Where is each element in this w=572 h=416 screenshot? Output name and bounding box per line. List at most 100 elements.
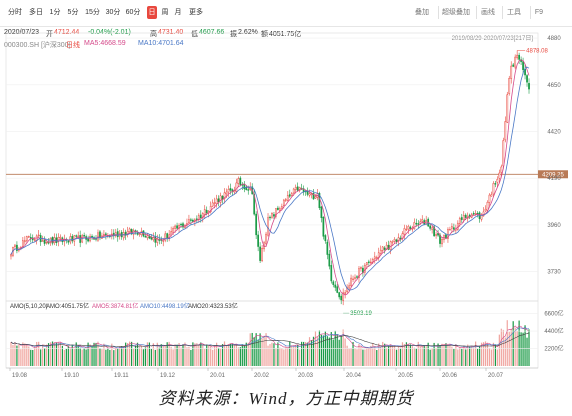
down-candle bbox=[518, 54, 520, 60]
up-candle bbox=[294, 187, 297, 190]
tab-7[interactable]: 60分 bbox=[125, 9, 141, 16]
up-candle bbox=[164, 233, 167, 241]
down-candle bbox=[288, 194, 291, 197]
volume-bar bbox=[425, 346, 427, 366]
volume-bar bbox=[95, 342, 97, 366]
down-candle bbox=[192, 219, 194, 222]
volume-bar bbox=[399, 348, 402, 366]
volume-bar bbox=[97, 341, 99, 366]
moving-averages bbox=[10, 59, 530, 296]
tab-11[interactable]: 更多 bbox=[189, 9, 203, 16]
volume-bar bbox=[186, 347, 188, 366]
volume-bar bbox=[526, 337, 528, 366]
down-candle bbox=[522, 61, 524, 71]
volume-bar bbox=[320, 334, 323, 366]
volume-tick-label: 6600亿 bbox=[544, 310, 563, 318]
up-candle bbox=[138, 233, 141, 235]
tab-1[interactable]: 分时 bbox=[8, 9, 22, 16]
up-candle bbox=[223, 192, 226, 200]
volume-bar bbox=[237, 347, 239, 366]
volume-bar bbox=[26, 344, 28, 366]
date-tick-label: 19.11 bbox=[114, 373, 129, 379]
up-candle bbox=[342, 292, 345, 301]
volume-bar bbox=[253, 337, 255, 366]
down-candle bbox=[306, 191, 309, 195]
date-tick-label: 20.06 bbox=[442, 373, 458, 379]
volume-tick-label: 2200亿 bbox=[544, 345, 563, 353]
tab-5[interactable]: 15分 bbox=[85, 9, 100, 16]
volume-bar bbox=[136, 342, 139, 366]
up-candle bbox=[352, 278, 354, 280]
up-candle bbox=[25, 236, 28, 241]
tool-1[interactable]: 叠加 bbox=[415, 9, 429, 16]
date-tick-label: 20.07 bbox=[488, 373, 504, 379]
tab-9[interactable]: 周 bbox=[161, 9, 169, 16]
volume-bar bbox=[134, 345, 137, 366]
down-candle bbox=[269, 216, 271, 219]
volume-bar bbox=[415, 348, 417, 366]
volume-bar bbox=[214, 345, 216, 366]
up-candle bbox=[279, 208, 281, 211]
up-candle bbox=[354, 277, 356, 279]
tool-5[interactable]: F9 bbox=[530, 6, 547, 19]
volume-bar bbox=[241, 344, 243, 366]
down-candle bbox=[328, 253, 331, 267]
price-tick-label: 4880 bbox=[547, 36, 561, 42]
down-candle bbox=[16, 244, 18, 251]
down-candle bbox=[217, 198, 220, 202]
volume-bar bbox=[105, 349, 107, 366]
up-candle bbox=[37, 234, 40, 237]
volume-bar bbox=[482, 342, 485, 366]
volume-bar bbox=[192, 342, 194, 366]
tab-6[interactable]: 30分 bbox=[105, 9, 121, 16]
tab-4[interactable]: 5分 bbox=[67, 9, 79, 16]
up-candle bbox=[492, 183, 495, 195]
volume-bar bbox=[439, 345, 441, 366]
down-candle bbox=[182, 223, 184, 228]
tab-3[interactable]: 1分 bbox=[49, 9, 61, 16]
volume-bar bbox=[239, 347, 241, 366]
up-candle bbox=[496, 179, 499, 183]
volume-bar bbox=[216, 342, 218, 366]
open-value: 4712.44 bbox=[54, 29, 80, 36]
up-candle bbox=[271, 213, 273, 218]
volume-legend: AMO(5,10,20)AMO:4051.75亿 AMO5:3874.81亿 AMO… bbox=[10, 302, 238, 310]
volume-bar bbox=[447, 344, 449, 366]
volume-bar bbox=[30, 349, 32, 366]
tab-8[interactable]: 日 bbox=[147, 6, 157, 19]
tool-3[interactable]: 画线 bbox=[476, 6, 499, 19]
down-candle bbox=[429, 225, 432, 229]
up-candle bbox=[366, 262, 368, 265]
volume-bar bbox=[302, 341, 305, 366]
volume-bar bbox=[243, 345, 245, 366]
tab-10[interactable]: 月 bbox=[174, 9, 182, 16]
tab-2[interactable]: 多日 bbox=[29, 9, 43, 16]
volume-bar bbox=[322, 335, 324, 366]
volume-bar bbox=[42, 344, 44, 366]
volume-bar bbox=[83, 348, 85, 366]
volume-bar bbox=[132, 348, 135, 366]
tool-2[interactable]: 超级叠加 bbox=[438, 6, 473, 19]
up-candle bbox=[209, 206, 212, 213]
down-candle bbox=[190, 219, 192, 221]
volume-bar bbox=[431, 348, 433, 366]
volume-bar bbox=[397, 346, 400, 366]
down-candle bbox=[71, 236, 74, 242]
range-label: 2019/08/29-2020/07/23[217日] bbox=[452, 35, 534, 42]
volume-bar bbox=[49, 342, 52, 366]
tool-4[interactable]: 工具 bbox=[502, 6, 525, 19]
reference-tag bbox=[538, 170, 568, 179]
volume-bar bbox=[285, 346, 287, 366]
volume-bar bbox=[496, 349, 498, 366]
low-value: 4607.66 bbox=[199, 29, 225, 36]
volume-bar bbox=[123, 346, 125, 366]
date-tick-label: 19.08 bbox=[12, 373, 28, 379]
up-candle bbox=[41, 240, 44, 242]
down-candle bbox=[494, 183, 497, 185]
up-candle bbox=[237, 178, 240, 184]
volume-bar bbox=[235, 343, 238, 366]
volume-bar bbox=[231, 343, 234, 366]
volume-bar bbox=[93, 342, 95, 366]
up-candle bbox=[405, 228, 408, 231]
